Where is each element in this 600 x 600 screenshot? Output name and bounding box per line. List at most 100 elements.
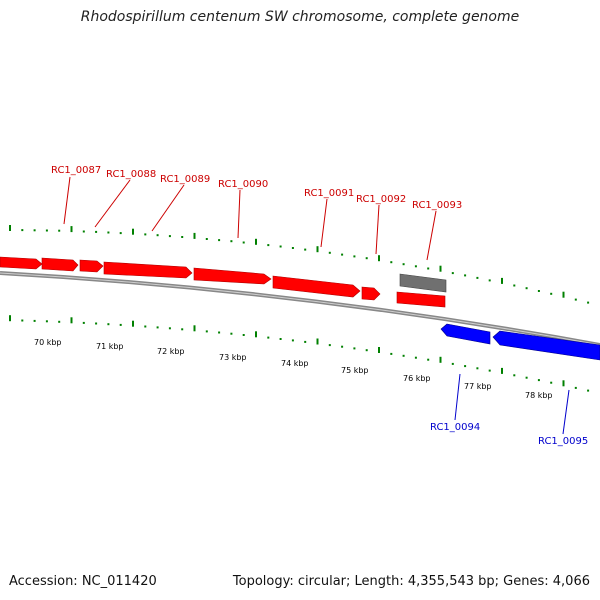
gene-rc1-0094[interactable] [440,323,491,345]
lower-tick-minor [402,354,405,357]
gene-rc1-0095[interactable] [492,330,600,361]
lower-tick-minor [33,319,36,322]
upper-tick-minor [414,265,417,268]
upper-tick-major [378,255,380,262]
callout-rc1-0095 [562,389,570,435]
lower-tick-minor [267,336,270,339]
upper-tick-minor [181,236,184,238]
lower-tick-minor [21,319,24,322]
lower-tick-major [132,320,134,327]
lower-tick-major [255,331,257,338]
lower-tick-minor [218,331,221,334]
lower-tick-minor [341,345,344,348]
lower-tick-minor [390,352,393,355]
callout-rc1-0088 [94,179,131,228]
upper-tick-minor [390,261,393,264]
upper-tick-minor [427,267,430,270]
gene-label-rc1-0088[interactable]: RC1_0088 [106,169,156,180]
gene-label-rc1-0087[interactable]: RC1_0087 [51,165,101,176]
lower-tick-minor [58,320,61,323]
lower-tick-minor [45,320,48,323]
gene-rc1-0091[interactable] [272,275,361,298]
upper-tick-minor [107,231,110,234]
gene-rc1-0089[interactable] [103,261,193,279]
gene-rc1-0092[interactable] [361,286,381,301]
callout-rc1-0089 [151,184,185,232]
lower-tick-minor [205,330,208,333]
upper-tick-major [316,246,319,253]
lower-tick-minor [451,362,454,365]
tick-label-72kbp: 72 kbp [157,347,185,356]
callout-rc1-0090 [237,189,241,239]
callout-rc1-0093 [426,210,437,261]
gene-label-rc1-0091[interactable]: RC1_0091 [304,188,354,199]
lower-tick-minor [156,326,159,329]
map-title: Rhodospirillum centenum SW chromosome, c… [80,9,520,25]
gene-rc1-0087[interactable] [41,257,79,272]
tick-label-78kbp: 78 kbp [525,391,553,400]
gene-rc1-0093[interactable] [396,291,446,308]
lower-tick-minor [119,323,122,326]
upper-tick-major [562,291,565,298]
upper-tick-minor [168,235,171,238]
feature-gray[interactable] [399,273,447,293]
lower-tick-minor [181,328,184,331]
lower-tick-minor [353,347,356,350]
gene-label-rc1-0089[interactable]: RC1_0089 [160,174,210,185]
upper-tick-minor [230,240,233,243]
lower-tick-minor [82,321,85,324]
upper-tick-minor [95,230,98,233]
lower-tick-major [439,356,442,363]
upper-tick-track [9,225,590,304]
upper-tick-minor [144,233,147,236]
upper-tick-minor [574,298,577,301]
tick-label-70kbp: 70 kbp [34,338,62,347]
gene-label-rc1-0095[interactable]: RC1_0095 [538,436,588,447]
gene-rc1-0086[interactable] [0,256,43,270]
lower-tick-minor [107,323,110,326]
lower-tick-major [378,347,380,353]
upper-tick-minor [218,239,221,242]
lower-tick-minor [168,327,171,330]
upper-tick-minor [341,253,344,256]
callout-rc1-0087 [63,176,71,225]
gene-label-rc1-0090[interactable]: RC1_0090 [218,179,268,190]
tick-label-73kbp: 73 kbp [219,353,247,362]
gene-label-rc1-0093[interactable]: RC1_0093 [412,200,462,211]
lower-tick-major [562,380,565,387]
lower-tick-minor [95,322,98,325]
upper-tick-minor [353,255,356,258]
upper-tick-major [70,226,73,233]
lower-tick-minor [279,338,282,340]
upper-tick-major [132,228,134,235]
tick-label-71kbp: 71 kbp [96,342,124,351]
accession-text: Accession: NC_011420 [9,574,157,589]
tick-label-77kbp: 77 kbp [464,382,492,391]
gene-rc1-0088[interactable] [79,259,104,273]
upper-tick-minor [537,290,540,292]
gene-label-rc1-0092[interactable]: RC1_0092 [356,194,406,205]
upper-tick-minor [304,248,307,251]
lower-tick-track [9,315,590,392]
lower-tick-minor [574,386,577,389]
upper-tick-major [439,265,442,272]
gene-label-rc1-0094[interactable]: RC1_0094 [430,422,480,433]
reverse-callouts [454,373,570,435]
gene-rc1-0090[interactable] [193,267,272,285]
upper-tick-major [255,238,257,245]
lower-tick-major [316,338,319,345]
genome-summary-text: Topology: circular; Length: 4,355,543 bp… [232,574,590,589]
lower-tick-minor [488,369,491,372]
upper-tick-minor [242,241,245,244]
upper-tick-minor [21,229,24,232]
tick-label-75kbp: 75 kbp [341,366,369,375]
lower-tick-minor [476,367,479,370]
callout-rc1-0091 [320,198,328,248]
lower-tick-minor [537,379,540,382]
upper-tick-minor [328,251,331,254]
lower-tick-minor [525,376,528,379]
tick-label-76kbp: 76 kbp [403,374,431,383]
lower-tick-minor [230,332,233,335]
upper-tick-major [501,277,503,284]
